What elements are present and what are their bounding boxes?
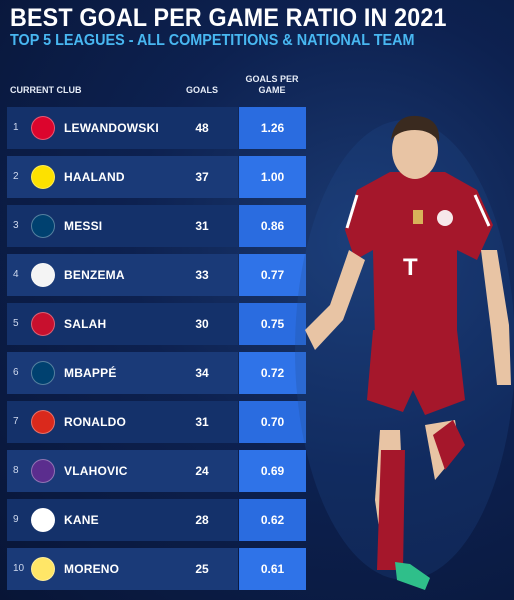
player-hair (391, 115, 440, 142)
ratio-cell-background (239, 156, 306, 198)
player-right-sock (433, 420, 465, 470)
player-illustration: T (295, 115, 514, 590)
goals-value: 31 (195, 219, 209, 233)
player-name: VLAHOVIC (64, 464, 128, 478)
liverpool-crest-icon (31, 312, 55, 336)
ratio-cell-background (239, 205, 306, 247)
ratio-value: 0.75 (260, 317, 285, 331)
ratio-value: 0.69 (260, 464, 285, 478)
ratio-value: 0.62 (260, 513, 285, 527)
column-header-ratio-line2: GAME (258, 85, 286, 95)
ratio-cell-background (239, 401, 306, 443)
psg-crest-icon (31, 361, 55, 385)
row-rank: 1 (13, 122, 19, 133)
ratio-value: 0.77 (260, 268, 285, 282)
player-shorts (367, 330, 465, 415)
player-name: HAALAND (64, 170, 125, 184)
row-rank: 4 (13, 269, 19, 280)
goals-value: 33 (195, 268, 209, 282)
goals-value: 37 (195, 170, 209, 184)
goals-value: 34 (195, 366, 209, 380)
table-row: 2 HAALAND 37 1.00 (7, 156, 306, 198)
player-name: MORENO (64, 562, 120, 576)
goals-value: 25 (195, 562, 209, 576)
ratio-value: 0.86 (260, 219, 285, 233)
goals-value: 24 (195, 464, 209, 478)
player-sleeve-stripe-left (345, 194, 359, 229)
table-row: 7 RONALDO 31 0.70 (7, 401, 306, 443)
tottenham-crest-icon (31, 508, 55, 532)
ratio-cell-background (239, 254, 306, 296)
player-name: MBAPPÉ (64, 366, 117, 380)
jersey-crest-icon (437, 210, 453, 226)
player-name: BENZEMA (64, 268, 125, 282)
player-left-sock (377, 450, 405, 570)
player-right-arm (481, 250, 511, 385)
player-name: SALAH (64, 317, 107, 331)
ratio-cell-background (239, 352, 306, 394)
table-row: 3 MESSI 31 0.86 (7, 205, 306, 247)
ratio-cell-background (239, 303, 306, 345)
player-boot (395, 562, 430, 590)
column-header-goals: GOALS (185, 85, 218, 95)
player-name: KANE (64, 513, 99, 527)
row-rank: 6 (13, 367, 19, 378)
table-row: 6 MBAPPÉ 34 0.72 (7, 352, 306, 394)
player-left-arm (305, 250, 365, 350)
table-row: 4 BENZEMA 33 0.77 (7, 254, 306, 296)
column-header-club: CURRENT CLUB (10, 85, 82, 95)
goals-value: 48 (195, 121, 209, 135)
bayern-crest-icon (31, 116, 55, 140)
row-rank: 8 (13, 465, 19, 476)
table-row: 1 LEWANDOWSKI 48 1.26 (7, 107, 306, 149)
table-row: 10 MORENO 25 0.61 (7, 548, 306, 590)
ratio-cell-background (239, 499, 306, 541)
ratio-cell-background (239, 450, 306, 492)
ratio-value: 0.72 (260, 366, 285, 380)
player-name: MESSI (64, 219, 103, 233)
goals-value: 28 (195, 513, 209, 527)
villarreal-crest-icon (31, 557, 55, 581)
man-united-crest-icon (31, 410, 55, 434)
page-subtitle: TOP 5 LEAGUES - ALL COMPETITIONS & NATIO… (10, 32, 415, 49)
ratio-value: 1.00 (260, 170, 285, 184)
table-row: 5 SALAH 30 0.75 (7, 303, 306, 345)
player-head (392, 121, 438, 179)
ratio-value: 0.61 (260, 562, 285, 576)
dortmund-crest-icon (31, 165, 55, 189)
table-row: 9 KANE 28 0.62 (7, 499, 306, 541)
ratio-value: 0.70 (260, 415, 285, 429)
psg-crest-icon (31, 214, 55, 238)
player-sleeve-stripe-right (473, 194, 491, 227)
goals-value: 31 (195, 415, 209, 429)
row-rank: 9 (13, 514, 19, 525)
jersey-badge-icon (413, 210, 423, 224)
table-row: 8 VLAHOVIC 24 0.69 (7, 450, 306, 492)
column-header-ratio-line1: GOALS PER (245, 74, 299, 84)
row-rank: 3 (13, 220, 19, 231)
row-rank: 7 (13, 416, 19, 427)
goals-value: 30 (195, 317, 209, 331)
row-rank: 10 (13, 563, 25, 574)
real-madrid-crest-icon (31, 263, 55, 287)
player-jersey (345, 172, 493, 340)
page-title: BEST GOAL PER GAME RATIO IN 2021 (10, 4, 447, 32)
fiorentina-crest-icon (31, 459, 55, 483)
ratio-cell-background (239, 548, 306, 590)
ratio-value: 1.26 (260, 121, 285, 135)
row-rank: 5 (13, 318, 19, 329)
column-header-ratio: GOALS PER GAME (238, 74, 306, 96)
ratio-cell-background (239, 107, 306, 149)
jersey-sponsor-icon: T (403, 254, 418, 281)
row-rank: 2 (13, 171, 19, 182)
player-name: RONALDO (64, 415, 127, 429)
player-name: LEWANDOWSKI (64, 121, 159, 135)
